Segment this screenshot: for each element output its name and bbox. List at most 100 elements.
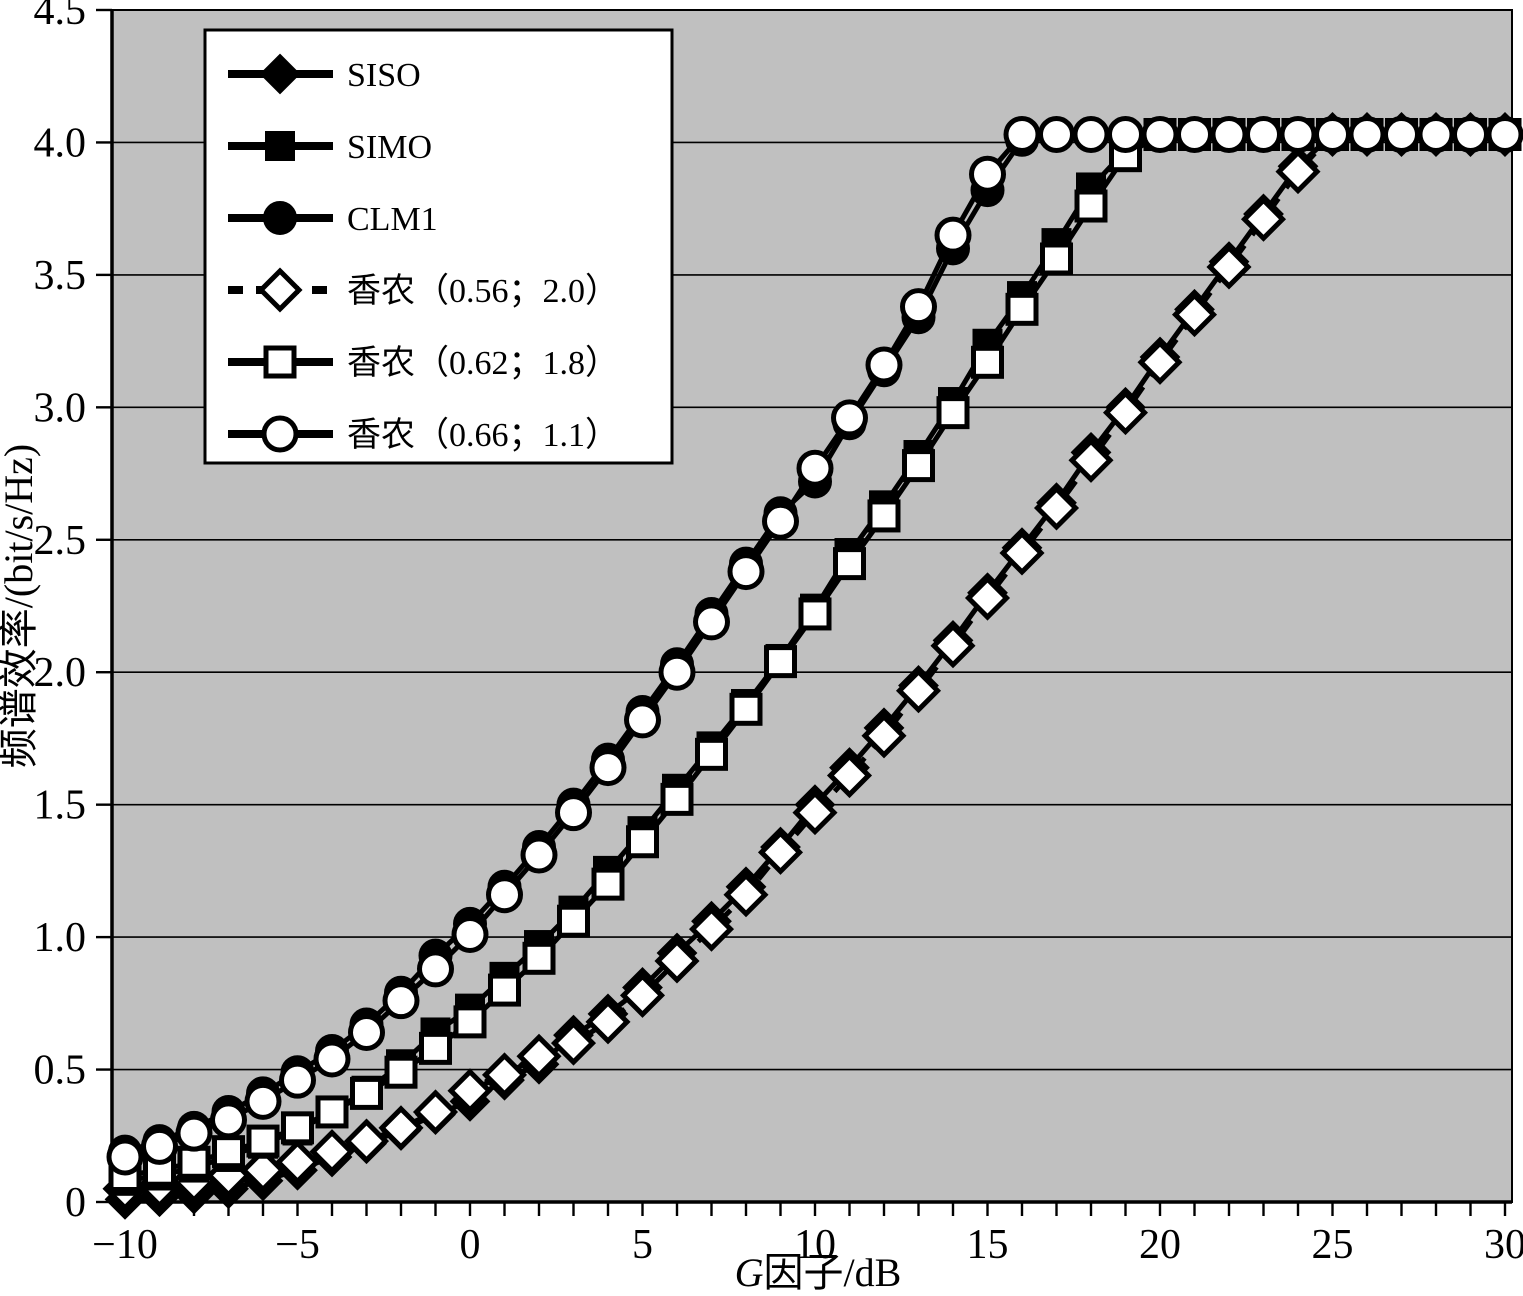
series-marker bbox=[757, 829, 804, 875]
series-marker bbox=[516, 1033, 562, 1079]
legend-item-label: SIMO bbox=[347, 129, 432, 166]
series-marker bbox=[658, 653, 696, 691]
series-marker bbox=[486, 876, 523, 914]
series-marker bbox=[313, 1040, 351, 1078]
legend-item-label: 香农（0.56；2.0） bbox=[347, 272, 619, 310]
legend-marker bbox=[257, 267, 303, 313]
series-marker bbox=[1033, 485, 1080, 531]
series-marker bbox=[240, 1147, 286, 1193]
legend-item-label: SISO bbox=[347, 57, 421, 94]
x-tick-label: 20 bbox=[1139, 1222, 1181, 1268]
series-marker bbox=[1210, 115, 1248, 153]
series-marker bbox=[274, 1139, 321, 1185]
legend-item: 香农（0.62；1.8） bbox=[228, 344, 619, 382]
legend-marker bbox=[261, 415, 299, 453]
x-tick-label: 5 bbox=[632, 1222, 653, 1268]
series-marker bbox=[106, 1138, 144, 1176]
series-marker bbox=[350, 1076, 383, 1110]
series-marker bbox=[626, 825, 659, 859]
series-marker bbox=[585, 999, 631, 1045]
series-marker bbox=[826, 752, 873, 799]
series-marker bbox=[1314, 115, 1351, 153]
series-marker bbox=[212, 1135, 245, 1169]
series-marker bbox=[1072, 115, 1110, 153]
series-marker bbox=[520, 836, 558, 874]
series-marker bbox=[175, 1114, 213, 1152]
series-marker bbox=[833, 547, 866, 581]
series-marker bbox=[550, 1020, 597, 1066]
y-tick-label: 4.5 bbox=[34, 0, 87, 34]
x-axis-title-rest: 因子/dB bbox=[764, 1250, 902, 1295]
series-marker bbox=[244, 1082, 282, 1120]
x-tick-label: 10 bbox=[794, 1222, 836, 1268]
series-marker bbox=[1171, 292, 1218, 338]
series-marker bbox=[729, 692, 763, 726]
y-axis-title: 频谱效率/(bit/s/Hz) bbox=[0, 444, 41, 768]
legend-item-label: 香农（0.62；1.8） bbox=[347, 344, 619, 382]
y-tick-label: 0 bbox=[65, 1180, 86, 1226]
series-marker bbox=[723, 872, 769, 918]
series-marker bbox=[902, 449, 935, 483]
y-tick-label: 2.5 bbox=[34, 518, 87, 564]
series-marker bbox=[378, 1105, 424, 1151]
series-marker bbox=[1005, 292, 1039, 326]
series-marker bbox=[930, 623, 976, 669]
series-marker bbox=[796, 449, 834, 487]
series-marker bbox=[1038, 115, 1075, 153]
series-marker bbox=[727, 553, 765, 591]
series-marker bbox=[1417, 115, 1455, 153]
legend-item: CLM1 bbox=[228, 201, 438, 238]
legend-marker bbox=[263, 345, 297, 379]
series-marker bbox=[177, 1145, 211, 1179]
y-tick-label: 3.5 bbox=[34, 253, 87, 299]
series-marker bbox=[1206, 244, 1252, 290]
series-marker bbox=[1486, 116, 1523, 153]
series-marker bbox=[971, 345, 1004, 379]
legend-item: SIMO bbox=[228, 129, 432, 166]
series-marker bbox=[348, 1013, 385, 1051]
series-marker bbox=[900, 288, 937, 326]
series-marker bbox=[969, 155, 1006, 193]
legend-item: SISO bbox=[228, 53, 421, 95]
series-marker bbox=[831, 399, 868, 437]
legend-box bbox=[203, 28, 674, 465]
series-marker bbox=[522, 941, 556, 975]
series-marker bbox=[447, 1068, 493, 1114]
series-marker bbox=[1383, 115, 1420, 153]
series-marker bbox=[343, 1118, 390, 1164]
series-marker bbox=[964, 575, 1011, 621]
series-marker bbox=[591, 867, 625, 901]
legend-marker bbox=[265, 131, 295, 161]
x-tick-label: 25 bbox=[1312, 1222, 1354, 1268]
series-marker bbox=[1245, 115, 1282, 153]
series-marker bbox=[281, 1111, 314, 1145]
series-marker bbox=[798, 597, 832, 631]
legend-item: 香农（0.66；1.1） bbox=[228, 415, 619, 454]
series-marker bbox=[419, 1031, 452, 1065]
series-marker bbox=[481, 1052, 528, 1098]
series-marker bbox=[210, 1101, 247, 1139]
series-marker bbox=[934, 216, 972, 254]
series-marker bbox=[764, 645, 797, 679]
series-marker bbox=[619, 972, 666, 1018]
series-marker bbox=[999, 530, 1045, 576]
series-marker bbox=[589, 749, 627, 787]
series-marker bbox=[451, 915, 489, 953]
legend: SISO SIMO CLM1 香农（0.56；2.0） 香农（0.62；1.8） 香农（0… bbox=[203, 28, 674, 465]
series-marker bbox=[867, 499, 901, 533]
legend-item-label: 香农（0.66；1.1） bbox=[347, 416, 619, 454]
series-marker bbox=[624, 701, 661, 739]
series-marker bbox=[246, 1124, 280, 1158]
series-marker bbox=[141, 1127, 178, 1165]
y-tick-label: 1.0 bbox=[34, 915, 87, 961]
series-marker bbox=[1279, 115, 1317, 153]
x-tick-label: −5 bbox=[275, 1222, 320, 1268]
series-marker bbox=[895, 668, 942, 714]
x-tick-label: 0 bbox=[460, 1222, 481, 1268]
plot-layer: −10 −5 0 5 10 15 20 25 30 0 0.5 1.0 1.5 2.0 2.5 3.0 3.5 4… bbox=[34, 0, 1523, 1268]
series-marker bbox=[488, 973, 521, 1007]
series-香农（0.66；1.1） bbox=[106, 115, 1523, 1176]
series-marker bbox=[654, 938, 700, 984]
series-marker bbox=[315, 1095, 349, 1129]
series-marker bbox=[660, 782, 694, 816]
